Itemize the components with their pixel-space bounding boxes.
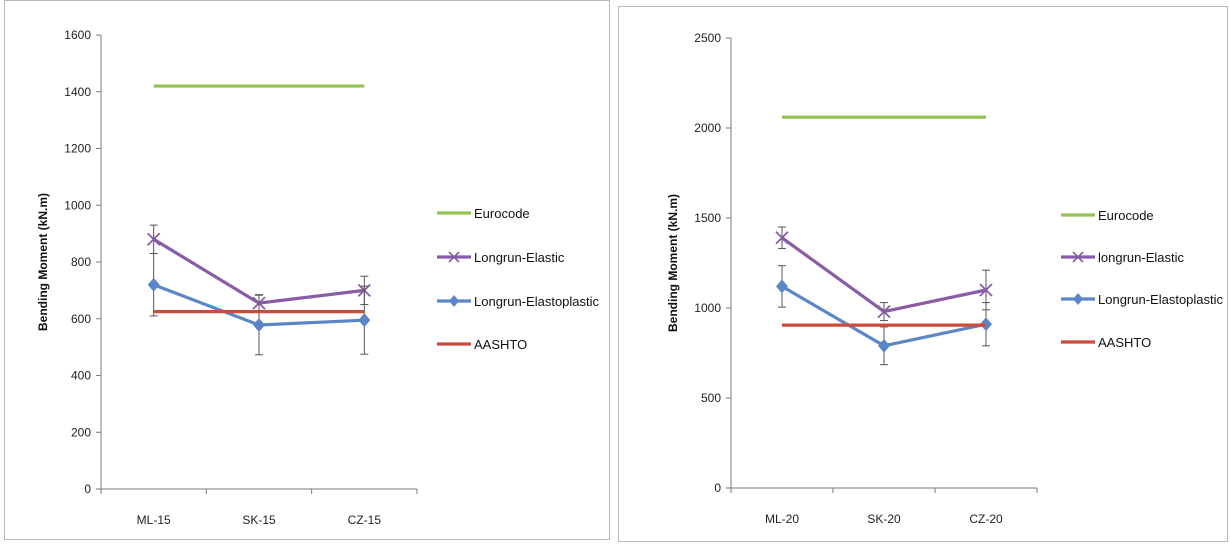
legend-label: Eurocode [1098,208,1154,223]
y-tick-label: 200 [71,425,91,439]
legend-item: Eurocode [1061,208,1154,223]
y-tick-label: 600 [71,312,91,326]
legend-item: Longrun-Elastic [437,250,565,265]
legend-marker [1072,251,1084,263]
series-line [781,236,987,314]
data-point [147,232,161,246]
chart-panel-left: 0 200 400 600 800 1000 1200 1400 1600 ML-15 SK-15 C… [4,0,610,540]
x-tick-label: SK-15 [242,513,276,527]
legend-marker [448,251,460,263]
legend-label: Longrun-Elastic [474,250,565,265]
legend-marker [449,295,459,307]
y-tick-label: 800 [71,255,91,269]
x-tick-label: CZ-20 [969,512,1003,526]
bending-moment-chart-20: 0 500 1000 1500 2000 2500 ML-20 SK-20 CZ-20 Bendi… [666,31,1224,526]
data-point [776,279,788,294]
y-tick-label: 1200 [64,142,91,156]
legend-label: AASHTO [1098,335,1151,350]
legend-label: Longrun-Elastoplastic [1098,292,1224,307]
bending-moment-chart-15: 0 200 400 600 800 1000 1200 1400 1600 ML-15 SK-15 C… [36,28,600,527]
legend-item: Eurocode [437,206,530,221]
legend-label: AASHTO [474,337,527,352]
data-point [253,317,265,332]
y-tick-label: 0 [84,482,91,496]
data-point [979,283,993,297]
y-tick-label: 1400 [64,85,91,99]
x-tick-label: ML-15 [137,513,171,527]
legend-item: AASHTO [1061,335,1151,350]
y-axis-label: Bending Moment (kN.m) [666,194,680,332]
series-2 [775,226,993,322]
x-tick-label: CZ-15 [348,513,382,527]
x-tick-label: ML-20 [765,512,799,526]
data-point [358,313,371,328]
y-tick-label: 2500 [694,31,721,45]
data-point [147,277,160,292]
y-tick-label: 400 [71,369,91,383]
legend-label: longrun-Elastic [1098,250,1184,265]
y-tick-label: 1000 [694,301,721,315]
data-point [775,231,789,245]
legend-item: longrun-Elastic [1061,250,1184,265]
series-3 [147,252,371,356]
legend-item: Longrun-Elastoplastic [1061,292,1224,307]
data-point [877,304,891,319]
y-tick-label: 0 [714,481,721,495]
legend-label: Eurocode [474,206,530,221]
y-tick-label: 500 [701,391,721,405]
y-tick-label: 1500 [694,211,721,225]
legend-item: Longrun-Elastoplastic [437,294,600,309]
y-tick-label: 1600 [64,28,91,42]
data-point [878,338,890,353]
legend-item: AASHTO [437,337,527,352]
series-line [152,237,365,305]
legend-marker [1073,293,1083,305]
x-tick-label: SK-20 [867,512,901,526]
y-tick-label: 1000 [64,198,91,212]
chart-panel-right: 0 500 1000 1500 2000 2500 ML-20 SK-20 CZ-20 Bendi… [618,6,1228,542]
y-axis-label: Bending Moment (kN.m) [36,193,50,331]
y-tick-label: 2000 [694,121,721,135]
legend-label: Longrun-Elastoplastic [474,294,600,309]
